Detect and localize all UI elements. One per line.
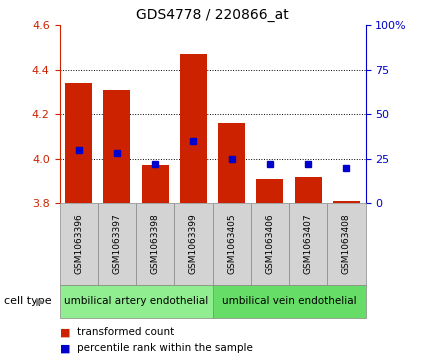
Text: GSM1063399: GSM1063399 [189, 214, 198, 274]
Text: ▶: ▶ [36, 296, 45, 306]
Text: ■: ■ [60, 343, 70, 354]
Bar [103, 90, 130, 203]
Text: GSM1063408: GSM1063408 [342, 214, 351, 274]
Bar [333, 201, 360, 203]
Text: GSM1063406: GSM1063406 [265, 214, 275, 274]
Title: GDS4778 / 220866_at: GDS4778 / 220866_at [136, 8, 289, 22]
Text: umbilical vein endothelial: umbilical vein endothelial [222, 296, 356, 306]
Text: GSM1063396: GSM1063396 [74, 214, 83, 274]
Bar [60, 285, 212, 318]
Text: percentile rank within the sample: percentile rank within the sample [76, 343, 252, 354]
Bar [251, 203, 289, 285]
Bar [174, 203, 212, 285]
Bar [60, 203, 98, 285]
Bar [218, 123, 245, 203]
Bar [180, 54, 207, 203]
Bar [98, 203, 136, 285]
Text: GSM1063397: GSM1063397 [112, 214, 122, 274]
Bar [65, 83, 92, 203]
Bar [212, 285, 366, 318]
Bar [327, 203, 366, 285]
Text: GSM1063398: GSM1063398 [150, 214, 160, 274]
Text: ■: ■ [60, 327, 70, 337]
Text: umbilical artery endothelial: umbilical artery endothelial [64, 296, 208, 306]
Text: cell type: cell type [4, 296, 52, 306]
Bar [295, 176, 322, 203]
Bar [289, 203, 327, 285]
Text: GSM1063407: GSM1063407 [303, 214, 313, 274]
Bar [136, 203, 174, 285]
Bar [142, 166, 168, 203]
Bar [212, 203, 251, 285]
Text: transformed count: transformed count [76, 327, 174, 337]
Bar [256, 179, 283, 203]
Text: GSM1063405: GSM1063405 [227, 214, 236, 274]
